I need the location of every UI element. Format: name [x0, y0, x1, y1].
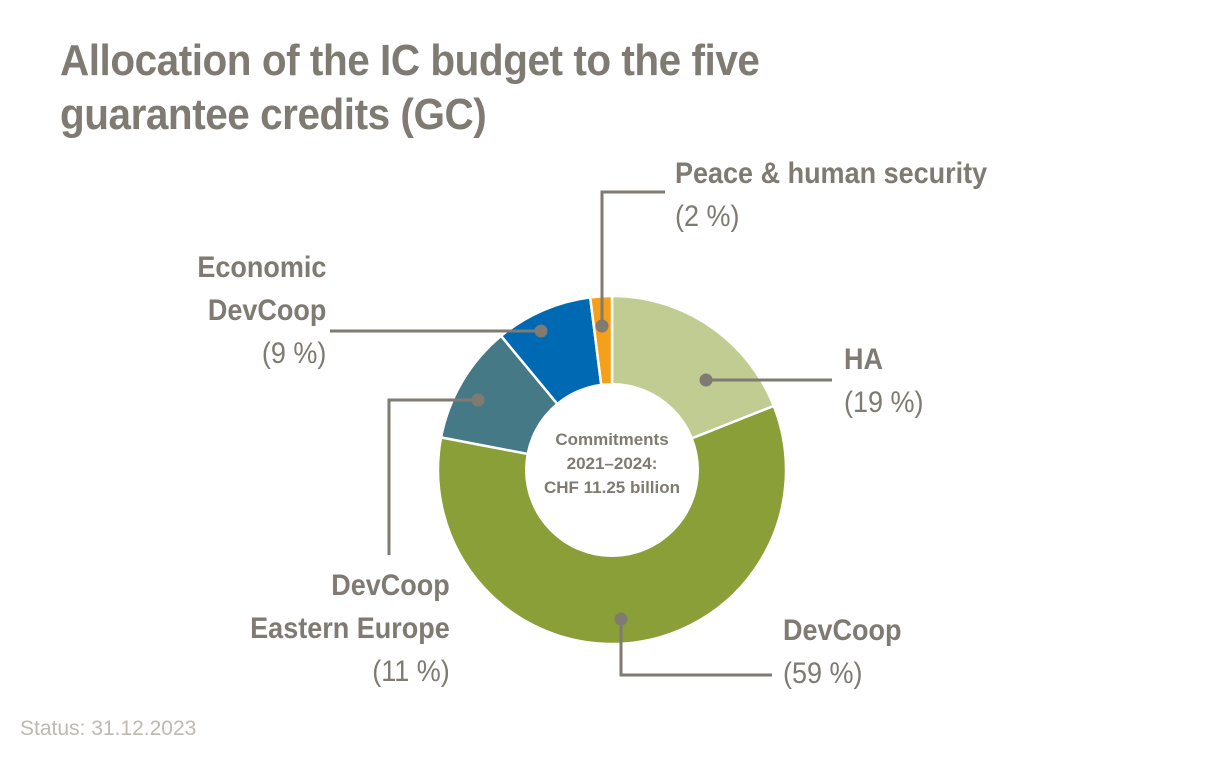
label-eastern-name-2: Eastern Europe [250, 612, 450, 645]
dot-eastern [471, 393, 485, 407]
label-devcoop-pct: (59 %) [783, 657, 863, 690]
leader-dots [471, 319, 713, 626]
donut-hole [525, 383, 699, 557]
chart-title-line-2: guarantee credits (GC) [60, 90, 487, 139]
label-ha-pct: (19 %) [844, 386, 924, 419]
label-peace: Peace & human security (2 %) [675, 152, 987, 238]
label-peace-name: Peace & human security [675, 157, 988, 190]
label-ha: HA (19 %) [844, 338, 924, 424]
chart-title: Allocation of the IC budget to the five … [60, 34, 888, 142]
label-eastern-name-1: DevCoop [331, 569, 450, 602]
label-economic-name-1: Economic [196, 251, 326, 284]
leader-eastern [387, 398, 478, 555]
label-peace-pct: (2 %) [675, 200, 740, 233]
label-economic-name-2: DevCoop [207, 294, 326, 327]
leader-devcoop [619, 619, 772, 677]
label-devcoop-name: DevCoop [783, 614, 902, 647]
leader-peace [600, 190, 665, 326]
leader-lines [330, 190, 832, 677]
center-line-2: 2021–2024: [566, 454, 658, 473]
center-line-3: CHF 11.25 billion [543, 478, 681, 497]
label-devcoop: DevCoop (59 %) [783, 609, 902, 695]
dot-peace [595, 319, 609, 333]
donut-center-label: Commitments 2021–2024: CHF 11.25 billion [532, 428, 692, 500]
chart-title-line-1: Allocation of the IC budget to the five [60, 36, 760, 85]
label-eastern-pct: (11 %) [372, 655, 450, 688]
label-ha-name: HA [844, 343, 884, 376]
label-eastern-europe: DevCoop Eastern Europe (11 %) [250, 564, 450, 693]
center-line-1: Commitments [555, 430, 669, 449]
status-footnote: Status: 31.12.2023 [20, 717, 197, 740]
label-economic-pct: (9 %) [261, 337, 326, 370]
label-economic: Economic DevCoop (9 %) [197, 246, 326, 375]
dot-devcoop [614, 612, 628, 626]
dot-ha [699, 373, 713, 387]
donut-slices [436, 294, 788, 646]
dot-economic [534, 324, 548, 338]
